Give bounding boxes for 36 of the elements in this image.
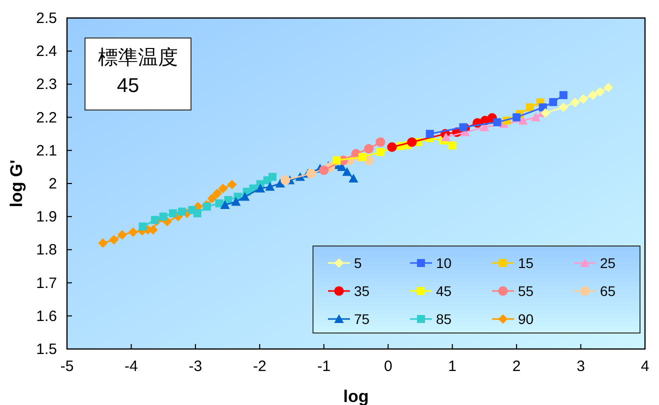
legend-label: 5 bbox=[354, 255, 362, 271]
y-tick-label: 2 bbox=[48, 176, 57, 192]
y-tick-label: 1.6 bbox=[36, 308, 57, 325]
legend-label: 45 bbox=[436, 283, 452, 299]
legend-label: 75 bbox=[354, 311, 370, 327]
annotation: 45 bbox=[116, 75, 140, 97]
legend-label: 25 bbox=[600, 255, 616, 271]
y-tick-label: 1.9 bbox=[36, 208, 57, 226]
legend-label: 65 bbox=[600, 283, 616, 299]
point bbox=[220, 200, 230, 210]
legend-label: 55 bbox=[518, 283, 534, 299]
y-tick-label: 2.3 bbox=[36, 76, 57, 94]
x-tick-label: 2 bbox=[512, 358, 521, 375]
x-tick-label: -1 bbox=[317, 358, 331, 375]
y-tick-label: 1.8 bbox=[36, 242, 57, 259]
legend-label: 90 bbox=[518, 311, 534, 327]
legend-label: 10 bbox=[436, 255, 452, 271]
x-tick-label: -4 bbox=[124, 358, 138, 375]
y-tick-label: 2.1 bbox=[36, 142, 57, 160]
legend-label: 85 bbox=[436, 311, 452, 327]
x-tick-label: 3 bbox=[576, 358, 585, 375]
x-tick-label: -3 bbox=[188, 358, 202, 375]
y-tick-label: 2.2 bbox=[36, 109, 57, 126]
annotation: 標準温度 bbox=[98, 47, 178, 69]
x-tick-label: 4 bbox=[640, 358, 650, 375]
x-tick-label: 0 bbox=[384, 358, 392, 375]
y-tick-label: 1.7 bbox=[36, 274, 57, 292]
x-tick-label: -2 bbox=[252, 358, 266, 375]
y-tick-label: 2.4 bbox=[36, 43, 57, 60]
y-tick-label: 1.5 bbox=[36, 341, 57, 358]
legend-label: 15 bbox=[518, 255, 534, 271]
x-tick-label: 1 bbox=[448, 358, 457, 375]
y-tick-label: 2.5 bbox=[36, 10, 57, 27]
legend-label: 35 bbox=[354, 283, 370, 299]
y-axis-title: log G' bbox=[7, 160, 26, 208]
x-tick-label: -5 bbox=[60, 358, 74, 375]
